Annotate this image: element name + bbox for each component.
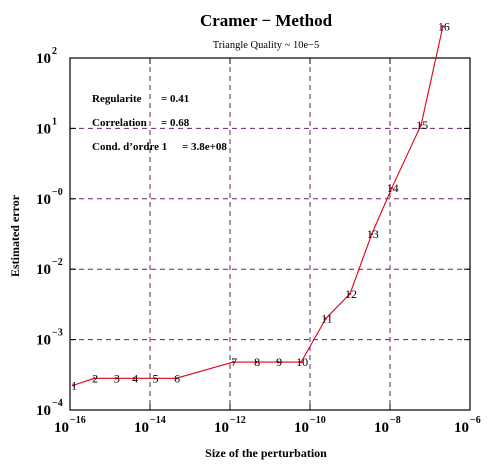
y-tick-label: 10 1 <box>36 116 57 137</box>
x-tick-exponent: −8 <box>390 415 401 426</box>
y-tick-label: 10 −3 <box>36 328 63 349</box>
x-tick-base: 10 <box>214 420 229 436</box>
y-tick-exponent: −0 <box>52 187 63 198</box>
y-tick-base: 10 <box>36 192 51 208</box>
x-tick-exponent: −10 <box>310 415 326 426</box>
data-point <box>299 360 303 364</box>
data-point <box>153 377 156 380</box>
data-point <box>71 384 75 387</box>
x-tick-base: 10 <box>134 420 149 436</box>
y-tick-exponent: 1 <box>52 116 57 127</box>
x-tick-base: 10 <box>294 420 309 436</box>
x-tick-exponent: −16 <box>70 415 86 426</box>
series-line <box>73 26 444 386</box>
y-axis-label: Estimated error <box>8 194 22 277</box>
data-point <box>390 187 393 190</box>
x-tick-label: 10 −14 <box>134 415 166 436</box>
annotation-label: Regularite <box>92 93 142 105</box>
data-point <box>114 377 118 380</box>
y-tick-exponent: −4 <box>52 398 63 409</box>
point-label: 12 <box>345 287 357 301</box>
grid-lines <box>70 58 470 410</box>
chart-title: Cramer − Method <box>200 11 333 30</box>
annotation-label: Correlation <box>92 117 147 129</box>
data-point <box>324 317 328 320</box>
tick-labels: 10 −16 10 −14 10 −12 10 −10 10 −8 10 −610 −410 −310 −2… <box>36 46 481 436</box>
x-tick-exponent: −14 <box>150 415 166 426</box>
y-tick-base: 10 <box>36 333 51 349</box>
annotations: Regularite = 0.41 Correlation = 0.68 Cond. d… <box>92 93 227 153</box>
point-label: 3 <box>114 371 120 385</box>
y-tick-base: 10 <box>36 121 51 137</box>
x-tick-base: 10 <box>54 420 69 436</box>
data-point <box>348 292 352 296</box>
x-axis-label: Size of the perturbation <box>205 446 327 460</box>
x-tick-label: 10 −6 <box>454 415 481 436</box>
point-label: 4 <box>132 371 138 385</box>
x-tick-base: 10 <box>454 420 469 436</box>
chart-subtitle: Triangle Quality ~ 10e−5 <box>213 40 320 51</box>
y-tick-base: 10 <box>36 403 51 419</box>
point-label: 16 <box>438 19 450 33</box>
point-label: 11 <box>321 311 333 325</box>
x-tick-exponent: −12 <box>230 415 246 426</box>
y-tick-base: 10 <box>36 51 51 67</box>
data-point <box>231 360 235 364</box>
point-label: 15 <box>416 118 428 132</box>
annotation-label: Cond. d’ordre 1 <box>92 141 167 153</box>
y-tick-exponent: −3 <box>52 328 63 339</box>
point-label: 6 <box>174 371 180 385</box>
annotation-value: = 0.68 <box>161 117 190 129</box>
x-tick-exponent: −6 <box>470 415 481 426</box>
plot-frame <box>69 57 471 411</box>
point-label: 2 <box>92 371 98 385</box>
x-tick-label: 10 −12 <box>214 415 246 436</box>
y-tick-label: 10 −4 <box>36 398 63 419</box>
annotation-value: = 3.8e+08 <box>182 141 227 153</box>
data-point <box>419 123 423 127</box>
data-point <box>174 377 178 380</box>
data-point <box>370 232 373 236</box>
y-tick-label: 10 2 <box>36 46 57 67</box>
point-label: 5 <box>153 371 159 385</box>
point-label: 7 <box>231 355 237 369</box>
data-point <box>92 377 96 380</box>
x-tick-label: 10 −16 <box>54 415 86 436</box>
point-label: 10 <box>296 355 308 369</box>
annotation: Correlation = 0.68 <box>92 117 190 129</box>
y-tick-base: 10 <box>36 262 51 278</box>
data-point <box>132 377 136 380</box>
annotation: Regularite = 0.41 <box>92 93 189 105</box>
data-point <box>254 360 258 364</box>
data-point <box>276 360 280 364</box>
x-tick-base: 10 <box>374 420 389 436</box>
data-point <box>441 25 445 28</box>
y-tick-exponent: −2 <box>52 257 63 268</box>
x-tick-label: 10 −8 <box>374 415 401 436</box>
axes <box>69 57 471 411</box>
point-label: 13 <box>367 227 379 241</box>
y-tick-exponent: 2 <box>52 46 57 57</box>
annotation: Cond. d’ordre 1 = 3.8e+08 <box>92 141 227 153</box>
point-label: 14 <box>387 181 399 195</box>
x-tick-label: 10 −10 <box>294 415 326 436</box>
annotation-value: = 0.41 <box>161 93 189 105</box>
y-tick-label: 10 −2 <box>36 257 63 278</box>
point-label: 9 <box>276 355 282 369</box>
y-tick-label: 10 −0 <box>36 187 63 208</box>
point-label: 1 <box>71 378 77 392</box>
point-label: 8 <box>254 355 260 369</box>
